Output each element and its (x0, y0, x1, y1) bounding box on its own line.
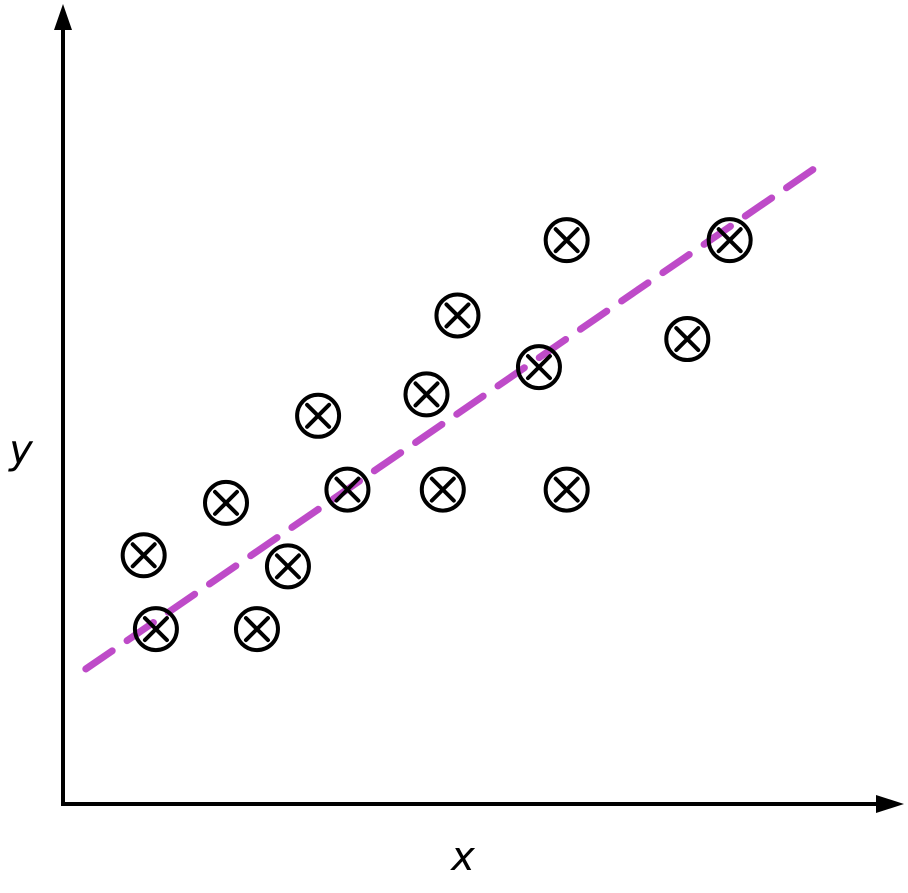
data-point (264, 543, 311, 590)
data-point (233, 606, 280, 653)
data-point-cross-stroke (334, 476, 361, 503)
data-point (120, 532, 167, 579)
data-point (543, 466, 590, 513)
data-point (419, 466, 466, 513)
data-point-cross-stroke (243, 616, 270, 643)
data-point-cross-stroke (142, 616, 169, 643)
x-axis-arrow-icon (876, 795, 904, 813)
axes (54, 4, 904, 813)
data-point-cross-stroke (305, 402, 332, 429)
data-point-circle (419, 466, 466, 513)
data-point (324, 466, 371, 513)
data-point (203, 479, 249, 526)
data-point-circle (132, 606, 179, 653)
data-point-circle (295, 392, 342, 439)
data-point-cross-stroke (130, 542, 157, 569)
data-point-cross-stroke (525, 354, 552, 381)
data-point (434, 292, 481, 339)
data-point-cross-stroke (274, 553, 301, 580)
data-point (664, 316, 711, 363)
data-point-cross-stroke (716, 227, 743, 254)
y-axis-label: y (8, 427, 34, 473)
data-point (295, 392, 342, 439)
trend-line (82, 165, 818, 673)
data-point-cross-stroke (429, 476, 456, 503)
data-point-circle (203, 479, 249, 526)
data-point-circle (233, 606, 280, 653)
data-point-circle (706, 217, 753, 264)
data-point-cross-stroke (413, 381, 440, 408)
data-point (543, 217, 590, 264)
data-point-circle (324, 466, 371, 513)
data-point-cross-stroke (444, 302, 471, 329)
data-point (515, 344, 562, 391)
y-axis-arrow-icon (54, 4, 72, 30)
data-point-circle (120, 532, 167, 579)
x-axis-label: x (449, 834, 475, 880)
data-point (403, 371, 450, 418)
data-point-cross-stroke (553, 227, 580, 254)
data-point-circle (664, 316, 711, 363)
trend-layer (82, 165, 818, 673)
data-point-circle (264, 543, 311, 590)
data-point-cross-stroke (553, 476, 580, 503)
data-point-cross-stroke (213, 489, 239, 516)
data-point (132, 606, 179, 653)
data-point-circle (403, 371, 450, 418)
data-point-circle (543, 466, 590, 513)
data-point (706, 217, 753, 264)
points-layer (120, 217, 753, 653)
data-point-circle (515, 344, 562, 391)
data-point-circle (434, 292, 481, 339)
data-point-circle (543, 217, 590, 264)
data-point-cross-stroke (674, 326, 701, 353)
